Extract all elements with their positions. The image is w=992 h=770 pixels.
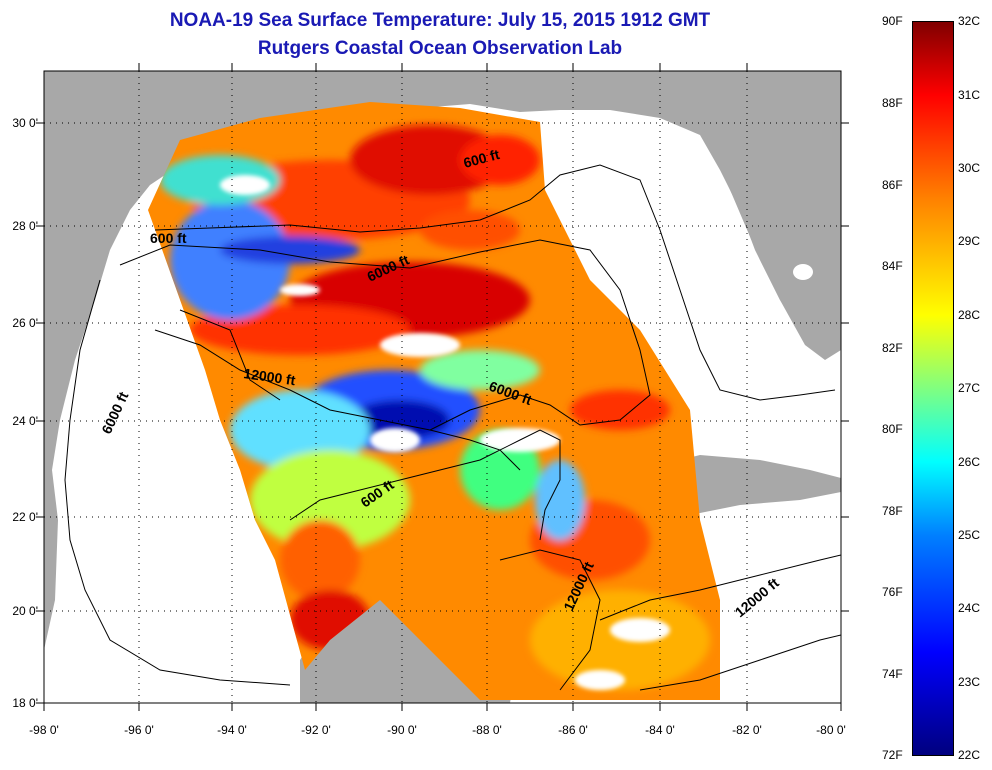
- colorbar-label-72f: 72F: [882, 748, 903, 762]
- lon-label-94: -94 0': [217, 723, 247, 737]
- contour-12000ft: [154, 329, 521, 471]
- lon-label-80: -80 0': [816, 723, 846, 737]
- colorbar-label-29c: 29C: [958, 234, 981, 248]
- contour-label-12000ft-c: 12000 ft: [243, 365, 297, 388]
- florida-land: [700, 90, 841, 360]
- lon-label-82: -82 0': [732, 723, 762, 737]
- lon-label-98: -98 0': [29, 723, 59, 737]
- colorbar-label-23c: 23C: [958, 675, 981, 689]
- map-title: NOAA-19 Sea Surface Temperature: July 15…: [169, 10, 711, 31]
- bathymetry-contours: [64, 164, 841, 691]
- lon-label-92: -92 0': [301, 723, 331, 737]
- colorbar-label-88f: 88F: [882, 96, 903, 110]
- colorbar-label-80f: 80F: [882, 422, 903, 436]
- colorbar-label-82f: 82F: [882, 341, 903, 355]
- lat-label-26: 26 0': [12, 316, 38, 330]
- colorbar-label-28c: 28C: [958, 308, 981, 322]
- contour-6000ft: [119, 239, 651, 431]
- lon-label-84: -84 0': [645, 723, 675, 737]
- colorbar-label-86f: 86F: [882, 178, 903, 192]
- map-subtitle: Rutgers Coastal Ocean Observation Lab: [257, 38, 623, 59]
- colorbar-label-25c: 25C: [958, 528, 981, 542]
- contour-label-600ft-nw: 600 ft: [150, 230, 187, 246]
- colorbar-label-78f: 78F: [882, 504, 903, 518]
- colorbar-label-31c: 31C: [958, 88, 981, 102]
- lon-label-88: -88 0': [472, 723, 502, 737]
- lat-label-30: 30 0': [12, 116, 38, 130]
- colorbar-label-32c: 32C: [958, 14, 981, 28]
- colorbar-label-22c: 22C: [958, 748, 981, 762]
- colorbar-label-30c: 30C: [958, 161, 981, 175]
- contour-gulf-inner: [179, 309, 281, 401]
- contour-carib: [599, 554, 841, 621]
- colorbar-label-74f: 74F: [882, 667, 903, 681]
- lat-label-18: 18 0': [12, 696, 38, 710]
- contour-6000ft-west: [64, 279, 291, 686]
- colorbar-label-84f: 84F: [882, 259, 903, 273]
- lon-label-90: -90 0': [387, 723, 417, 737]
- map-frame: [43, 70, 842, 704]
- lat-label-24: 24 0': [12, 414, 38, 428]
- graticule: [44, 71, 841, 703]
- colorbar-label-26c: 26C: [958, 455, 981, 469]
- tick-marks: [36, 63, 849, 711]
- lat-label-28: 28 0': [12, 219, 38, 233]
- colorbar-label-27c: 27C: [958, 381, 981, 395]
- lon-label-96: -96 0': [124, 723, 154, 737]
- contour-600ft-yucatan: [289, 429, 561, 541]
- lon-label-86: -86 0': [558, 723, 588, 737]
- colorbar-label-90f: 90F: [882, 14, 903, 28]
- lake-okeechobee: [793, 264, 813, 280]
- colorbar-label-24c: 24C: [958, 601, 981, 615]
- temperature-colorbar: [912, 21, 954, 756]
- contour-carib2: [639, 634, 841, 691]
- colorbar-label-76f: 76F: [882, 585, 903, 599]
- lat-label-20: 20 0': [12, 604, 38, 618]
- lat-label-22: 22 0': [12, 510, 38, 524]
- contour-600ft: [154, 164, 836, 401]
- contour-se: [499, 549, 601, 691]
